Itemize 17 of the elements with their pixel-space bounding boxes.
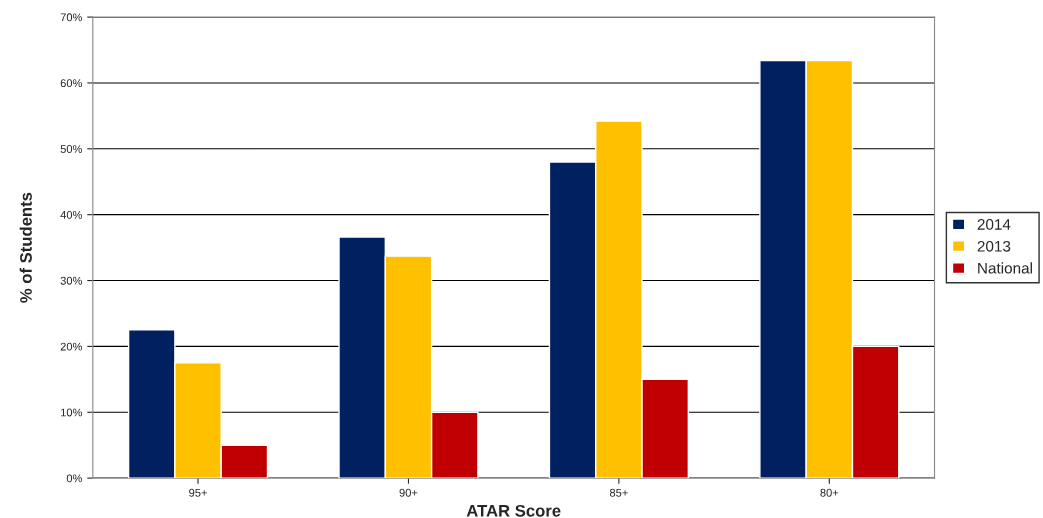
y-tick-label: 10%: [61, 408, 83, 417]
y-tick-label: 30%: [60, 276, 83, 285]
y-tick-label: 40%: [60, 210, 83, 219]
y-tick-label: 60%: [60, 79, 83, 88]
legend-label: 2013: [977, 240, 1011, 252]
x-axis-title: ATAR Score: [466, 504, 561, 517]
x-tick-label: 90+: [399, 488, 418, 497]
y-tick-label: 50%: [60, 145, 83, 153]
legend-label: 2014: [977, 219, 1011, 230]
x-tick-label: 95+: [189, 488, 207, 497]
x-tick-label: 85+: [609, 488, 628, 497]
x-tick-label: 80+: [820, 488, 839, 497]
y-axis-title: % of Students: [19, 192, 32, 303]
y-tick-label: 70%: [60, 13, 83, 22]
legend-label: National: [978, 262, 1032, 274]
y-tick-label: 20%: [60, 342, 83, 351]
y-tick-label: 0%: [66, 474, 83, 483]
